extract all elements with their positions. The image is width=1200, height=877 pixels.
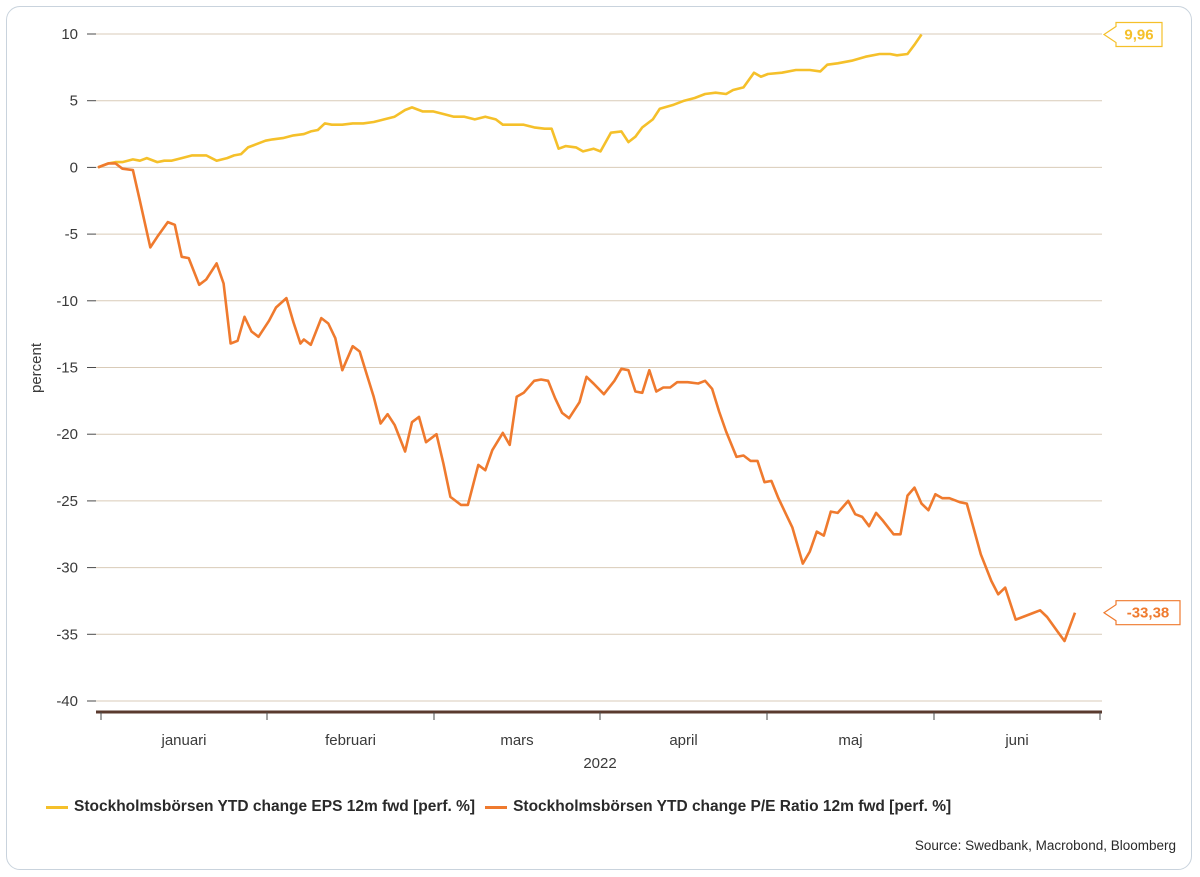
legend-swatch-eps <box>46 805 68 809</box>
end-label-box <box>1102 21 1163 48</box>
x-tick-label: mars <box>500 732 533 749</box>
legend-swatch-pe <box>485 805 508 809</box>
end-label-text: 9,96 <box>1124 27 1153 44</box>
y-tick-label: -10 <box>56 293 78 310</box>
x-tick-label: april <box>669 732 697 749</box>
series-line-eps <box>97 33 923 169</box>
x-tick-label: maj <box>838 732 862 749</box>
end-labels: 9,96 -33,38 <box>1102 21 1181 626</box>
series-lines <box>97 33 1077 643</box>
gridlines <box>96 33 1102 702</box>
x-axis: januari februari mars april maj juni <box>96 710 1102 749</box>
x-tick-label: januari <box>160 732 206 749</box>
y-tick-label: -25 <box>56 493 78 510</box>
chart: 10 5 0 -5 -10 -15 -20 -25 -30 -35 -40 januari febru… <box>28 21 1181 772</box>
x-tick-label: februari <box>325 732 376 749</box>
y-tick-label: -40 <box>56 693 78 710</box>
y-tick-label: -5 <box>65 226 78 243</box>
y-axis-ticks: 10 5 0 -5 -10 -15 -20 -25 -30 -35 -40 <box>56 26 96 710</box>
legend: Stockholmsbörsen YTD change EPS 12m fwd … <box>46 795 961 819</box>
y-tick-label: -15 <box>56 360 78 377</box>
legend-item-pe: Stockholmsbörsen YTD change P/E Ratio 12… <box>485 798 951 816</box>
y-tick-label: 0 <box>70 159 78 176</box>
y-tick-label: -20 <box>56 426 78 443</box>
end-label-pe: -33,38 <box>1102 600 1181 626</box>
end-label-eps: 9,96 <box>1102 21 1163 48</box>
y-tick-label: -35 <box>56 626 78 643</box>
x-axis-title: 2022 <box>583 755 616 772</box>
y-tick-label: 10 <box>61 26 78 43</box>
source-note: Source: Swedbank, Macrobond, Bloomberg <box>914 838 1176 853</box>
legend-item-eps: Stockholmsbörsen YTD change EPS 12m fwd … <box>46 798 475 816</box>
end-label-text: -33,38 <box>1127 605 1170 622</box>
y-tick-label: 5 <box>70 93 78 110</box>
y-tick-label: -30 <box>56 560 78 577</box>
legend-label-pe: Stockholmsbörsen YTD change P/E Ratio 12… <box>513 798 952 815</box>
end-label-box <box>1102 600 1181 626</box>
legend-label-eps: Stockholmsbörsen YTD change EPS 12m fwd … <box>74 798 476 815</box>
x-tick-label: juni <box>1004 732 1028 749</box>
y-axis-title: percent <box>28 342 45 393</box>
series-line-pe <box>97 162 1077 643</box>
